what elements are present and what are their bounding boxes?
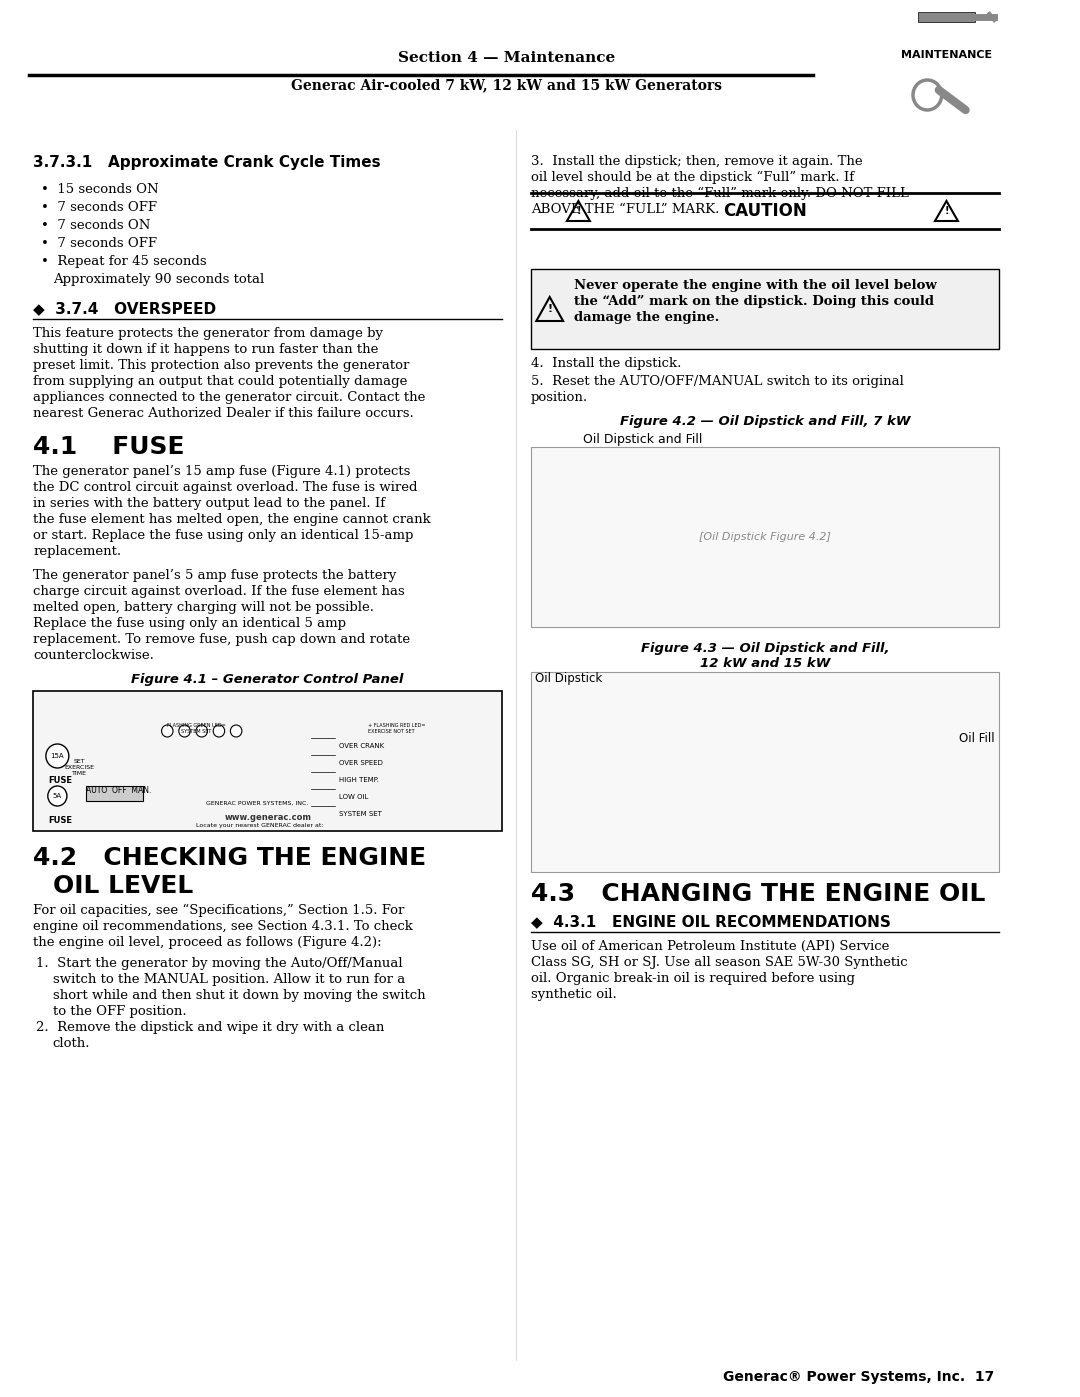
Text: LOW OIL: LOW OIL [339,793,368,800]
Text: from supplying an output that could potentially damage: from supplying an output that could pote… [33,374,408,388]
Text: 1.  Start the generator by moving the Auto/Off/Manual: 1. Start the generator by moving the Aut… [37,957,403,970]
Text: synthetic oil.: synthetic oil. [530,988,617,1002]
Text: •  15 seconds ON: • 15 seconds ON [41,183,159,196]
Text: Approximately 90 seconds total: Approximately 90 seconds total [53,272,264,286]
Text: 3.  Install the dipstick; then, remove it again. The: 3. Install the dipstick; then, remove it… [530,155,862,168]
Text: !: ! [944,205,948,217]
Text: ◆  4.3.1   ENGINE OIL RECOMMENDATIONS: ◆ 4.3.1 ENGINE OIL RECOMMENDATIONS [530,914,891,929]
Text: or start. Replace the fuse using only an identical 15-amp: or start. Replace the fuse using only an… [33,529,414,542]
Text: OVER SPEED: OVER SPEED [339,760,383,766]
Text: Figure 4.1 – Generator Control Panel: Figure 4.1 – Generator Control Panel [132,673,404,686]
Text: the DC control circuit against overload. The fuse is wired: the DC control circuit against overload.… [33,481,418,495]
Bar [530,672,999,872]
Text: replacement.: replacement. [33,545,122,557]
Text: switch to the MANUAL position. Allow it to run for a: switch to the MANUAL position. Allow it … [53,972,405,986]
Bar [530,270,999,349]
Text: ◆  3.7.4   OVERSPEED: ◆ 3.7.4 OVERSPEED [33,300,217,316]
Text: to the OFF position.: to the OFF position. [53,1004,186,1018]
Text: •  7 seconds OFF: • 7 seconds OFF [41,237,157,250]
Text: 5A: 5A [53,793,62,799]
Text: Generac® Power Systems, Inc.  17: Generac® Power Systems, Inc. 17 [723,1370,995,1384]
Text: Figure 4.3 — Oil Dipstick and Fill,
12 kW and 15 kW: Figure 4.3 — Oil Dipstick and Fill, 12 k… [640,643,889,671]
Text: 4.2   CHECKING THE ENGINE: 4.2 CHECKING THE ENGINE [33,847,427,870]
Text: FLASHING GREEN LED=
SYSTEM SET: FLASHING GREEN LED= SYSTEM SET [166,724,226,733]
Text: short while and then shut it down by moving the switch: short while and then shut it down by mov… [53,989,426,1002]
Text: the fuse element has melted open, the engine cannot crank: the fuse element has melted open, the en… [33,513,431,527]
Circle shape [179,725,190,738]
Circle shape [195,725,207,738]
Text: cloth.: cloth. [53,1037,90,1051]
Text: charge circuit against overload. If the fuse element has: charge circuit against overload. If the … [33,585,405,598]
Text: Never operate the engine with the oil level below: Never operate the engine with the oil le… [573,279,936,292]
Text: Oil Dipstick and Fill: Oil Dipstick and Fill [583,433,703,446]
Text: counterclockwise.: counterclockwise. [33,650,154,662]
Text: FUSE: FUSE [48,775,71,785]
Text: ABOVE THE “FULL” MARK.: ABOVE THE “FULL” MARK. [530,203,719,217]
Text: 4.  Install the dipstick.: 4. Install the dipstick. [530,358,681,370]
Text: nearest Generac Authorized Dealer if this failure occurs.: nearest Generac Authorized Dealer if thi… [33,407,415,420]
Text: www.generac.com: www.generac.com [225,813,312,821]
Text: Generac Air-cooled 7 kW, 12 kW and 15 kW Generators: Generac Air-cooled 7 kW, 12 kW and 15 kW… [292,78,723,92]
Text: + FLASHING RED LED=
EXERCISE NOT SET: + FLASHING RED LED= EXERCISE NOT SET [368,724,426,733]
Text: 5.  Reset the AUTO/OFF/MANUAL switch to its original: 5. Reset the AUTO/OFF/MANUAL switch to i… [530,374,904,388]
Text: 15A: 15A [51,753,64,759]
Text: Section 4 — Maintenance: Section 4 — Maintenance [399,52,616,66]
Text: Figure 4.2 — Oil Dipstick and Fill, 7 kW: Figure 4.2 — Oil Dipstick and Fill, 7 kW [620,415,910,427]
Text: 3.7.3.1   Approximate Crank Cycle Times: 3.7.3.1 Approximate Crank Cycle Times [33,155,381,170]
Text: SYSTEM SET: SYSTEM SET [339,812,382,817]
Text: MAINTENANCE: MAINTENANCE [901,50,993,60]
Text: damage the engine.: damage the engine. [573,312,719,324]
Text: OVER CRANK: OVER CRANK [339,743,384,749]
Text: FUSE: FUSE [48,816,71,826]
Circle shape [48,787,67,806]
Text: The generator panel’s 5 amp fuse protects the battery: The generator panel’s 5 amp fuse protect… [33,569,396,583]
Text: HIGH TEMP.: HIGH TEMP. [339,777,379,782]
Text: •  Repeat for 45 seconds: • Repeat for 45 seconds [41,256,206,268]
Text: appliances connected to the generator circuit. Contact the: appliances connected to the generator ci… [33,391,426,404]
Text: Use oil of American Petroleum Institute (API) Service: Use oil of American Petroleum Institute … [530,940,889,953]
Circle shape [45,745,69,768]
Text: !: ! [576,205,581,217]
Circle shape [162,725,173,738]
Circle shape [230,725,242,738]
Text: [Oil Dipstick Figure 4.2]: [Oil Dipstick Figure 4.2] [699,532,831,542]
Text: Class SG, SH or SJ. Use all season SAE 5W-30 Synthetic: Class SG, SH or SJ. Use all season SAE 5… [530,956,907,970]
Text: OIL LEVEL: OIL LEVEL [53,875,193,898]
Text: Oil Fill: Oil Fill [959,732,995,745]
Text: CAUTION: CAUTION [723,203,807,219]
Text: GENERAC POWER SYSTEMS, INC.: GENERAC POWER SYSTEMS, INC. [205,800,308,806]
Text: position.: position. [530,391,588,404]
Bar [530,447,999,627]
Text: replacement. To remove fuse, push cap down and rotate: replacement. To remove fuse, push cap do… [33,633,410,645]
Text: necessary, add oil to the “Full” mark only. DO NOT FILL: necessary, add oil to the “Full” mark on… [530,187,908,200]
Text: •  7 seconds OFF: • 7 seconds OFF [41,201,157,214]
Bar [33,692,502,831]
Text: The generator panel’s 15 amp fuse (Figure 4.1) protects: The generator panel’s 15 amp fuse (Figur… [33,465,410,478]
Text: Oil Dipstick: Oil Dipstick [536,672,603,685]
Text: Locate your nearest GENERAC dealer at:: Locate your nearest GENERAC dealer at: [195,823,324,828]
Text: 2.  Remove the dipstick and wipe it dry with a clean: 2. Remove the dipstick and wipe it dry w… [37,1021,384,1034]
Text: oil. Organic break-in oil is required before using: oil. Organic break-in oil is required be… [530,972,854,985]
Text: 4.3   CHANGING THE ENGINE OIL: 4.3 CHANGING THE ENGINE OIL [530,882,985,907]
Text: in series with the battery output lead to the panel. If: in series with the battery output lead t… [33,497,386,510]
Text: oil level should be at the dipstick “Full” mark. If: oil level should be at the dipstick “Ful… [530,170,853,184]
Text: SET
EXERCISE
TIME: SET EXERCISE TIME [65,759,94,775]
Bar [918,13,975,22]
Text: AUTO  OFF  MAN.: AUTO OFF MAN. [86,787,151,795]
Text: shutting it down if it happens to run faster than the: shutting it down if it happens to run fa… [33,344,379,356]
Text: For oil capacities, see “Specifications,” Section 1.5. For: For oil capacities, see “Specifications,… [33,904,405,918]
Text: the “Add” mark on the dipstick. Doing this could: the “Add” mark on the dipstick. Doing th… [573,295,933,307]
Text: !: ! [548,305,552,314]
Text: This feature protects the generator from damage by: This feature protects the generator from… [33,327,383,339]
Text: preset limit. This protection also prevents the generator: preset limit. This protection also preve… [33,359,409,372]
Circle shape [213,725,225,738]
Text: 4.1    FUSE: 4.1 FUSE [33,434,185,460]
Bar [86,787,144,800]
Text: Replace the fuse using only an identical 5 amp: Replace the fuse using only an identical… [33,617,347,630]
Text: the engine oil level, proceed as follows (Figure 4.2):: the engine oil level, proceed as follows… [33,936,382,949]
Text: •  7 seconds ON: • 7 seconds ON [41,219,150,232]
Text: melted open, battery charging will not be possible.: melted open, battery charging will not b… [33,601,375,615]
Text: engine oil recommendations, see Section 4.3.1. To check: engine oil recommendations, see Section … [33,921,414,933]
